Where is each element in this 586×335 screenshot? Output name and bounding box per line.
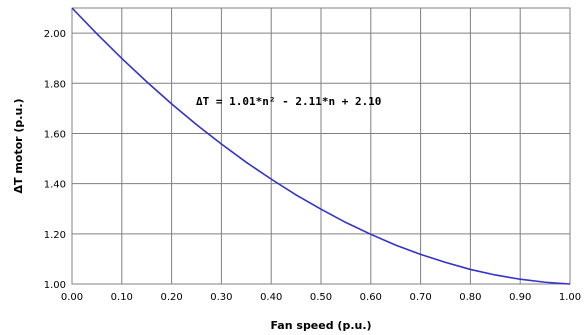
y-tick-label: 1.40: [44, 180, 66, 191]
y-tick-label: 1.00: [44, 280, 66, 291]
x-tick-label: 0.00: [61, 292, 83, 303]
y-axis-label: ΔT motor (p.u.): [12, 98, 25, 193]
plot-frame: [71, 7, 571, 285]
x-tick-labels: 0.00 0.10 0.20 0.30 0.40 0.50 0.60 0.70 0.80 0.90…: [61, 292, 581, 303]
x-axis-label: Fan speed (p.u.): [270, 319, 371, 332]
x-tick-label: 0.20: [160, 292, 182, 303]
y-tick-label: 2.00: [44, 29, 66, 40]
y-tick-labels: 1.00 1.20 1.40 1.60 1.80 2.00: [44, 29, 66, 291]
series-line: [71, 7, 571, 285]
y-tick-label: 1.60: [44, 129, 66, 140]
x-tick-label: 0.80: [459, 292, 481, 303]
x-tick-label: 0.70: [409, 292, 431, 303]
y-tick-label: 1.80: [44, 79, 66, 90]
x-tick-label: 0.60: [360, 292, 382, 303]
x-tick-label: 0.30: [210, 292, 232, 303]
x-tick-label: 1.00: [559, 292, 581, 303]
x-tick-label: 0.50: [310, 292, 332, 303]
y-tick-label: 1.20: [44, 230, 66, 241]
grid: [71, 8, 571, 285]
equation-annotation: ΔT = 1.01*n² - 2.11*n + 2.10: [196, 95, 381, 108]
x-tick-label: 0.90: [509, 292, 531, 303]
x-tick-label: 0.40: [260, 292, 282, 303]
x-tick-label: 0.10: [111, 292, 133, 303]
